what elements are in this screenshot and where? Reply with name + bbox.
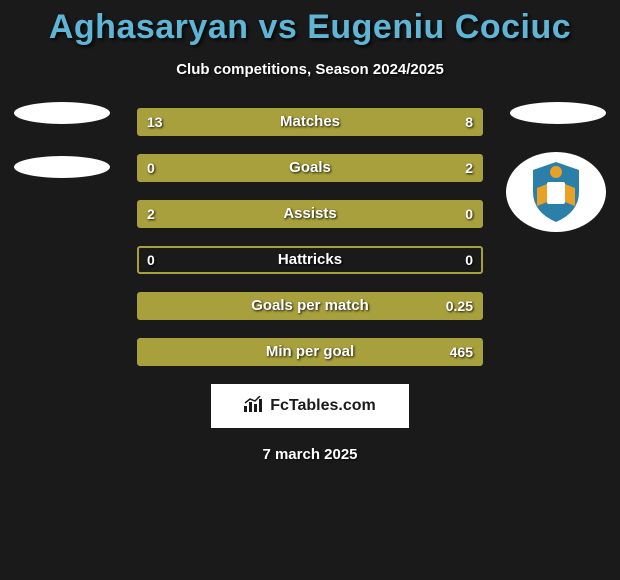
stat-label: Goals per match — [139, 294, 481, 318]
brand-box: FcTables.com — [211, 384, 409, 428]
subtitle: Club competitions, Season 2024/2025 — [0, 61, 620, 78]
right-club-logo — [506, 152, 606, 232]
stat-row-hattricks: 0 Hattricks 0 — [137, 246, 483, 274]
stat-bars: 13 Matches 8 0 Goals 2 2 Assists 0 0 Hat… — [137, 108, 483, 366]
stat-row-goals: 0 Goals 2 — [137, 154, 483, 182]
page-title: Aghasaryan vs Eugeniu Cociuc — [0, 0, 620, 47]
left-player-badges — [14, 102, 110, 210]
right-badge-top — [510, 102, 606, 124]
stat-row-assists: 2 Assists 0 — [137, 200, 483, 228]
brand-text: FcTables.com — [270, 397, 376, 415]
stats-area: 13 Matches 8 0 Goals 2 2 Assists 0 0 Hat… — [0, 108, 620, 463]
stat-row-matches: 13 Matches 8 — [137, 108, 483, 136]
stat-right-value: 0.25 — [446, 294, 473, 318]
stat-right-value: 0 — [465, 202, 473, 226]
stat-row-goals-per-match: Goals per match 0.25 — [137, 292, 483, 320]
stat-label: Matches — [139, 110, 481, 134]
stat-right-value: 0 — [465, 248, 473, 272]
shield-icon — [521, 158, 591, 226]
left-badge-2 — [14, 156, 110, 178]
left-badge-1 — [14, 102, 110, 124]
stat-row-min-per-goal: Min per goal 465 — [137, 338, 483, 366]
stat-right-value: 8 — [465, 110, 473, 134]
stat-right-value: 2 — [465, 156, 473, 180]
date-text: 7 march 2025 — [0, 446, 620, 463]
stat-label: Hattricks — [139, 248, 481, 272]
chart-icon — [244, 396, 264, 417]
stat-label: Goals — [139, 156, 481, 180]
stat-label: Min per goal — [139, 340, 481, 364]
stat-right-value: 465 — [450, 340, 473, 364]
stat-label: Assists — [139, 202, 481, 226]
